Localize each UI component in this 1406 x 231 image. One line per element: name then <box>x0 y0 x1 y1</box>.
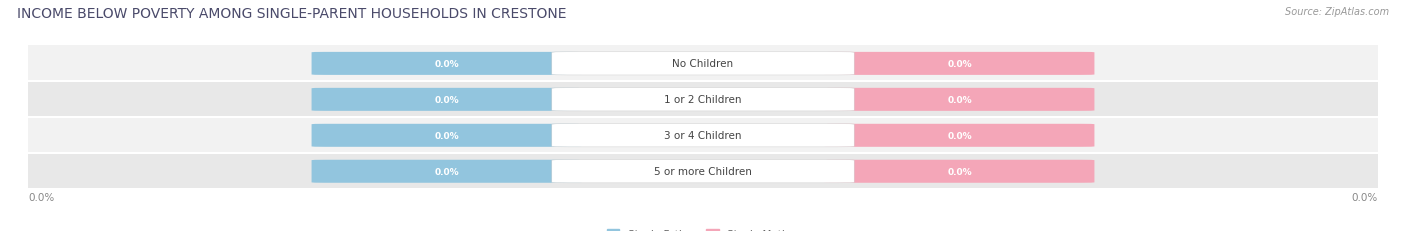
FancyBboxPatch shape <box>312 160 582 183</box>
Bar <box>28 46 1378 82</box>
Text: Source: ZipAtlas.com: Source: ZipAtlas.com <box>1285 7 1389 17</box>
FancyBboxPatch shape <box>824 124 1094 147</box>
FancyBboxPatch shape <box>824 88 1094 111</box>
Text: 0.0%: 0.0% <box>948 95 972 104</box>
FancyBboxPatch shape <box>312 88 582 111</box>
FancyBboxPatch shape <box>551 88 855 111</box>
Text: 5 or more Children: 5 or more Children <box>654 167 752 176</box>
Text: No Children: No Children <box>672 59 734 69</box>
Bar <box>28 154 1378 189</box>
Text: 0.0%: 0.0% <box>948 167 972 176</box>
Text: 0.0%: 0.0% <box>434 131 458 140</box>
FancyBboxPatch shape <box>551 53 855 76</box>
Text: 0.0%: 0.0% <box>1351 192 1378 202</box>
Legend: Single Father, Single Mother: Single Father, Single Mother <box>607 229 799 231</box>
Text: 0.0%: 0.0% <box>434 60 458 69</box>
FancyBboxPatch shape <box>312 53 582 76</box>
Text: 0.0%: 0.0% <box>948 131 972 140</box>
Text: 3 or 4 Children: 3 or 4 Children <box>664 131 742 141</box>
Bar <box>28 82 1378 118</box>
FancyBboxPatch shape <box>312 124 582 147</box>
FancyBboxPatch shape <box>551 124 855 147</box>
Text: 0.0%: 0.0% <box>948 60 972 69</box>
FancyBboxPatch shape <box>824 53 1094 76</box>
FancyBboxPatch shape <box>551 160 855 183</box>
Text: 0.0%: 0.0% <box>434 95 458 104</box>
Bar <box>28 118 1378 154</box>
Text: 1 or 2 Children: 1 or 2 Children <box>664 95 742 105</box>
FancyBboxPatch shape <box>824 160 1094 183</box>
Text: 0.0%: 0.0% <box>434 167 458 176</box>
Text: INCOME BELOW POVERTY AMONG SINGLE-PARENT HOUSEHOLDS IN CRESTONE: INCOME BELOW POVERTY AMONG SINGLE-PARENT… <box>17 7 567 21</box>
Text: 0.0%: 0.0% <box>28 192 55 202</box>
